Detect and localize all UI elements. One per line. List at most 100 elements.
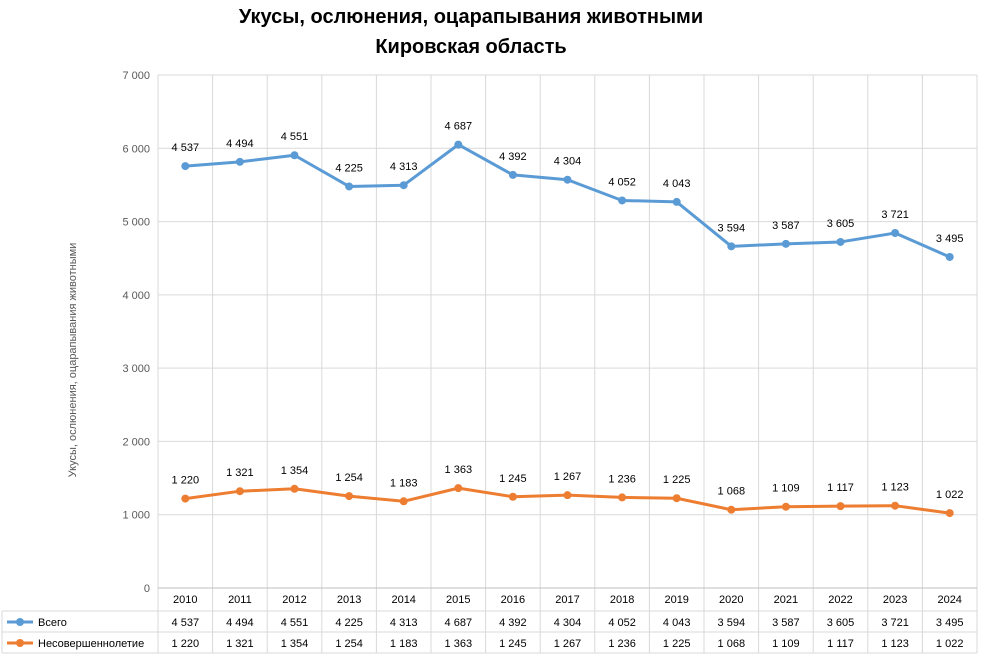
data-label: 1 245 <box>499 473 527 485</box>
table-cell: 1 068 <box>718 638 746 650</box>
x-tick-label: 2021 <box>774 594 798 606</box>
data-point <box>454 484 463 493</box>
table-cell: 1 117 <box>827 638 854 650</box>
data-point <box>945 252 954 261</box>
data-label: 3 605 <box>827 218 855 230</box>
x-tick-label: 2011 <box>228 594 252 606</box>
data-point <box>345 182 354 191</box>
y-tick-label: 7 000 <box>122 70 150 82</box>
data-label: 1 236 <box>608 473 636 485</box>
data-label: 4 392 <box>499 151 527 163</box>
x-tick-label: 2012 <box>282 594 306 606</box>
data-label: 1 321 <box>226 467 254 479</box>
data-point <box>618 493 627 502</box>
data-label: 1 254 <box>335 472 363 484</box>
table-cell: 1 254 <box>335 638 363 650</box>
table-cell: 3 721 <box>881 617 909 629</box>
data-label: 1 068 <box>718 486 746 498</box>
data-label: 4 313 <box>390 161 418 173</box>
data-label: 4 052 <box>608 176 636 188</box>
data-point <box>181 494 190 503</box>
table-cell: 3 495 <box>936 617 964 629</box>
x-tick-label: 2016 <box>501 594 525 606</box>
table-cell: 1 245 <box>499 638 527 650</box>
table-cell: 1 321 <box>226 638 254 650</box>
data-table: 2010 2011 2012 2013 2014 2015 2016 2017 2018 2019… <box>1 587 977 654</box>
table-cell: 4 225 <box>335 617 363 629</box>
table-cell: 1 220 <box>172 638 200 650</box>
table-cell: 4 052 <box>608 617 636 629</box>
data-point <box>563 175 572 184</box>
table-cell: 4 304 <box>554 617 582 629</box>
data-label: 1 123 <box>881 482 909 494</box>
table-cell: 1 225 <box>663 638 691 650</box>
data-point <box>290 151 299 160</box>
data-point <box>508 492 517 501</box>
data-label: 1 363 <box>445 464 473 476</box>
table-cell: 4 687 <box>445 617 473 629</box>
table-cell: 4 494 <box>226 617 254 629</box>
data-point <box>672 494 681 503</box>
y-tick-label: 6 000 <box>122 143 150 155</box>
data-point <box>672 197 681 206</box>
y-tick-label: 4 000 <box>122 290 150 302</box>
data-point <box>235 487 244 496</box>
legend-label: Всего <box>38 617 67 629</box>
data-label: 4 043 <box>663 178 691 190</box>
data-label: 1 109 <box>772 483 800 495</box>
legend-swatch-marker <box>16 639 24 647</box>
data-point <box>508 170 517 179</box>
legend-label: Несовершеннолетие <box>38 638 144 650</box>
data-label: 1 267 <box>554 471 582 483</box>
data-point <box>235 157 244 166</box>
data-point <box>563 491 572 500</box>
data-point <box>454 140 463 149</box>
data-point <box>399 181 408 190</box>
data-label: 1 220 <box>172 475 200 487</box>
table-cell: 1 354 <box>281 638 309 650</box>
data-point <box>345 492 354 501</box>
table-cell: 3 605 <box>827 617 855 629</box>
data-label: 3 587 <box>772 220 800 232</box>
data-label: 1 225 <box>663 474 691 486</box>
table-cell: 1 236 <box>608 638 636 650</box>
data-label: 4 537 <box>172 142 200 154</box>
table-cell: 1 267 <box>554 638 582 650</box>
table-cell: 1 109 <box>772 638 800 650</box>
data-label: 4 687 <box>445 121 473 133</box>
data-label: 3 721 <box>881 209 909 221</box>
data-point <box>727 242 736 251</box>
chart-subtitle: Кировская область <box>375 36 566 58</box>
data-point <box>891 501 900 510</box>
data-label: 3 495 <box>936 233 964 245</box>
data-label: 4 225 <box>335 162 363 174</box>
x-tick-label: 2024 <box>937 594 961 606</box>
data-point <box>727 505 736 514</box>
x-tick-label: 2018 <box>610 594 634 606</box>
data-label: 1 183 <box>390 477 418 489</box>
table-cell: 1 123 <box>881 638 909 650</box>
y-tick-label: 1 000 <box>122 510 150 522</box>
data-label: 1 022 <box>936 489 964 501</box>
table-cell: 4 043 <box>663 617 691 629</box>
table-cell: 4 313 <box>390 617 418 629</box>
y-axis-label: Укусы, ослюнения, оцарапывания животными <box>67 243 79 478</box>
x-tick-label: 2023 <box>883 594 907 606</box>
table-cell: 4 551 <box>281 617 309 629</box>
y-tick-label: 2 000 <box>122 436 150 448</box>
x-tick-label: 2013 <box>337 594 361 606</box>
data-label: 1 354 <box>281 465 309 477</box>
data-point <box>781 239 790 248</box>
data-label: 4 551 <box>281 131 309 143</box>
table-cell: 1 183 <box>390 638 418 650</box>
y-tick-label: 0 <box>144 583 150 595</box>
x-tick-label: 2014 <box>391 594 415 606</box>
data-label: 3 594 <box>718 222 746 234</box>
legend-swatch-marker <box>16 618 24 626</box>
x-tick-label: 2020 <box>719 594 743 606</box>
y-tick-labels: 0 1 000 2 000 3 000 4 000 5 000 6 000 7 000 <box>122 70 150 595</box>
data-point <box>781 502 790 511</box>
data-label: 4 304 <box>554 156 582 168</box>
chart-title: Укусы, ослюнения, оцарапывания животными <box>239 6 703 28</box>
